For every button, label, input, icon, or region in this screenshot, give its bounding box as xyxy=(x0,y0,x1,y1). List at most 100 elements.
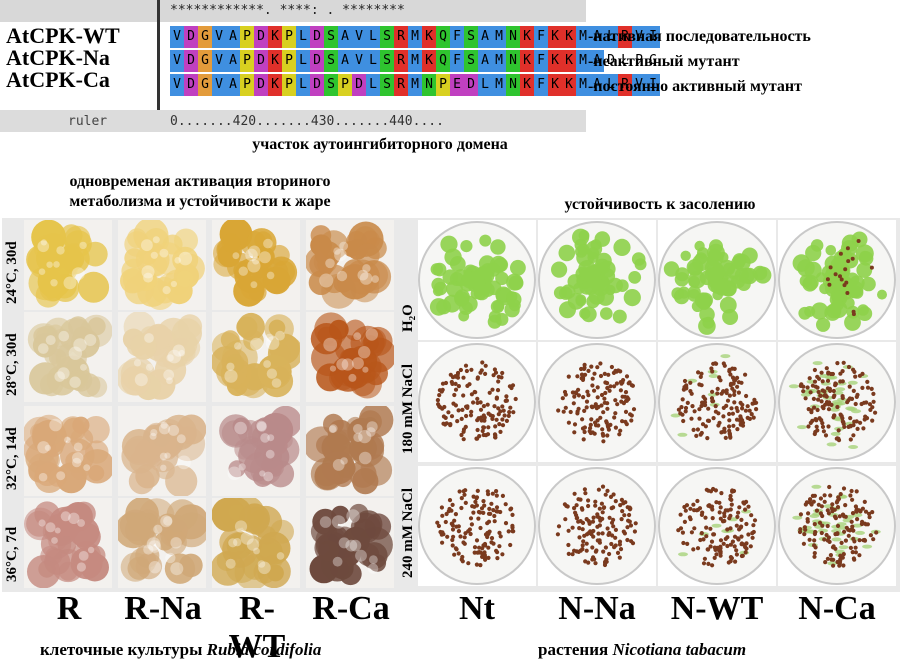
rubia-culture-image xyxy=(118,498,206,588)
consensus-line: ************. ****: . ******** xyxy=(170,3,405,18)
rubia-column-label: R-WT xyxy=(228,590,286,665)
residue: E xyxy=(450,74,464,96)
residue: S xyxy=(464,26,478,48)
rubia-column-label: R-Ca xyxy=(312,590,390,627)
residue: I xyxy=(646,26,660,48)
rubia-culture-image xyxy=(24,220,112,310)
residue: G xyxy=(646,50,660,72)
residue: F xyxy=(534,26,548,48)
nicotiana-dish-image xyxy=(418,342,536,462)
residue: V xyxy=(212,74,226,96)
residue: M xyxy=(408,50,422,72)
nicotiana-row-label: 240 mM NaCl xyxy=(400,488,416,578)
residue: P xyxy=(282,26,296,48)
residue: P xyxy=(282,74,296,96)
residue: D xyxy=(184,74,198,96)
residue: P xyxy=(240,74,254,96)
residue: Q xyxy=(436,26,450,48)
residue: V xyxy=(352,50,366,72)
residue: R xyxy=(618,26,632,48)
residue: L xyxy=(366,26,380,48)
residue: V xyxy=(632,74,646,96)
ruler-scale: 0.......420.......430.......440.... xyxy=(170,114,444,129)
residue: A xyxy=(226,50,240,72)
residue: R xyxy=(394,26,408,48)
rubia-culture-image xyxy=(118,406,206,496)
rubia-image-grid: 24°C, 30d 28°C, 30d 32°C, 14d 36°C, 7d xyxy=(2,218,398,592)
residue: K xyxy=(562,50,576,72)
rubia-row-label: 24°C, 30d xyxy=(4,241,20,304)
nicotiana-image-grid: H₂O 180 mM NaCl 240 mM NaCl xyxy=(398,218,900,592)
nicotiana-dish-image xyxy=(658,220,776,340)
rubia-row-label: 32°C, 14d xyxy=(4,427,20,490)
residue: K xyxy=(548,26,562,48)
residue: V xyxy=(212,26,226,48)
nicotiana-caption-prefix: растения xyxy=(538,640,613,659)
rubia-culture-image xyxy=(212,220,300,310)
residue: L xyxy=(296,74,310,96)
residue: P xyxy=(632,50,646,72)
nicotiana-dish-image xyxy=(418,220,536,340)
residue: S xyxy=(380,74,394,96)
residue: L xyxy=(478,74,492,96)
alignment-caption: участок аутоингибиторного домена xyxy=(252,136,508,153)
residue: F xyxy=(450,26,464,48)
nicotiana-row-label: 180 mM NaCl xyxy=(400,364,416,454)
residue: D xyxy=(604,50,618,72)
residue: D xyxy=(310,26,324,48)
rubia-culture-image xyxy=(118,312,206,402)
residue: V xyxy=(170,50,184,72)
residue: K xyxy=(422,26,436,48)
residue: M xyxy=(576,74,590,96)
nicotiana-column-label: N-WT xyxy=(670,590,764,627)
residue: L xyxy=(618,50,632,72)
residue: D xyxy=(310,74,324,96)
rubia-culture-image xyxy=(306,220,394,310)
residue: G xyxy=(198,74,212,96)
residue: K xyxy=(548,74,562,96)
residue: D xyxy=(310,50,324,72)
residue: V xyxy=(352,26,366,48)
residue: L xyxy=(366,74,380,96)
residue: I xyxy=(646,74,660,96)
residue: R xyxy=(394,74,408,96)
residue: S xyxy=(324,26,338,48)
nicotiana-dish-image xyxy=(538,220,656,340)
rubia-culture-image xyxy=(306,312,394,402)
rubia-culture-image xyxy=(212,312,300,402)
residue: L xyxy=(604,26,618,48)
residue: S xyxy=(380,26,394,48)
residue: N xyxy=(506,26,520,48)
residue: S xyxy=(380,50,394,72)
rubia-title-line2: метаболизма и устойчивости к жаре xyxy=(69,193,331,210)
rubia-column-label: R-Na xyxy=(124,590,202,627)
residue: K xyxy=(548,50,562,72)
rubia-title-line1: одновременая активация вториного xyxy=(69,173,331,190)
residue: P xyxy=(436,74,450,96)
nicotiana-caption: растения Nicotiana tabacum xyxy=(538,640,746,660)
ruler-label: ruler xyxy=(68,114,108,129)
rubia-culture-image xyxy=(118,220,206,310)
residue: N xyxy=(422,74,436,96)
rubia-caption-prefix: клеточные культуры xyxy=(40,640,207,659)
residue: N xyxy=(506,50,520,72)
nicotiana-dish-image xyxy=(778,220,896,340)
nicotiana-caption-species: Nicotiana tabacum xyxy=(612,640,747,659)
residue: G xyxy=(198,26,212,48)
residue: D xyxy=(254,26,268,48)
residue: K xyxy=(520,74,534,96)
nicotiana-dish-image xyxy=(778,466,896,586)
rubia-caption: клеточные культуры Rubia cordifolia xyxy=(40,640,321,660)
seq-name-wt: AtCPK-WT xyxy=(6,23,120,48)
nicotiana-dish-image xyxy=(418,466,536,586)
residue: K xyxy=(520,50,534,72)
residue: F xyxy=(534,50,548,72)
residue: D xyxy=(184,26,198,48)
residue: R xyxy=(394,50,408,72)
residue: K xyxy=(268,26,282,48)
residue: A xyxy=(478,26,492,48)
seq-name-ca: AtCPK-Ca xyxy=(6,67,110,92)
seq-name-na: AtCPK-Na xyxy=(6,45,110,70)
